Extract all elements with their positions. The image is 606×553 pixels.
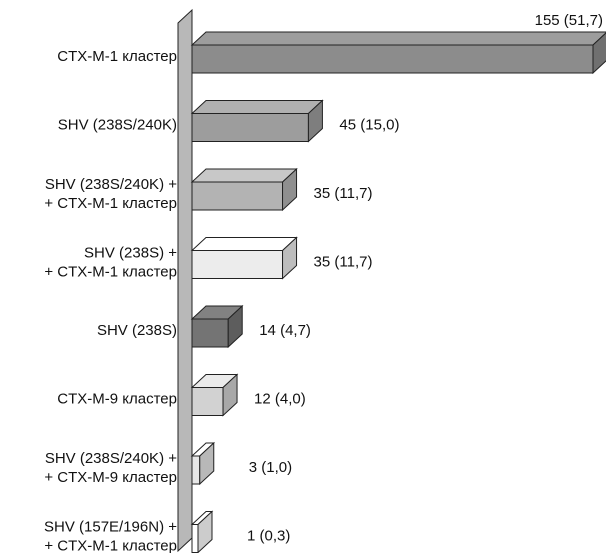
axis-wall-panel <box>177 8 193 553</box>
category-label-line: + CTX-M-1 кластер <box>44 538 177 553</box>
bar-3 <box>190 167 298 212</box>
category-label: SHV (238S/240K) + + CTX-M-1 кластер <box>44 176 177 212</box>
bar-2 <box>190 99 324 143</box>
category-label-line: SHV (238S/240K) <box>58 117 177 134</box>
bar-5 <box>190 304 244 349</box>
bar-front <box>191 524 199 553</box>
category-label: SHV (238S) + + CTX-M-1 кластер <box>44 245 177 281</box>
bar-7 <box>190 441 216 486</box>
bar-8 <box>190 510 214 553</box>
value-label: 3 (1,0) <box>249 459 292 476</box>
bar-top <box>190 100 324 114</box>
category-label-line: SHV (238S/240K) + <box>45 450 177 467</box>
bar-front <box>191 318 229 348</box>
bar-front <box>191 387 224 416</box>
bar-6 <box>190 373 239 417</box>
bar-front <box>191 181 284 211</box>
category-label-line: + CTX-M-1 кластер <box>44 195 177 212</box>
value-label: 1 (0,3) <box>247 528 290 545</box>
bar-side <box>282 167 298 212</box>
value-label: 45 (15,0) <box>339 117 399 134</box>
bar-side <box>592 32 606 75</box>
value-label: 35 (11,7) <box>314 185 373 202</box>
value-label: 155 (51,7) <box>535 12 603 29</box>
category-label: SHV (238S/240K) + + CTX-M-9 кластер <box>44 450 177 486</box>
axis-wall <box>177 8 193 553</box>
category-label-line: CTX-M-1 кластер <box>57 48 177 65</box>
category-label: CTX-M-1 кластер <box>57 48 177 65</box>
category-label-line: + CTX-M-9 кластер <box>44 469 177 486</box>
value-label: 35 (11,7) <box>314 254 373 271</box>
bar-side <box>222 373 238 417</box>
bar-front <box>191 455 201 485</box>
category-label: CTX-M-9 кластер <box>57 391 177 408</box>
bar-side <box>199 441 215 486</box>
bar-top <box>190 31 606 46</box>
value-label: 14 (4,7) <box>259 322 311 339</box>
category-labels: CTX-M-1 кластер SHV (238S/240K) SHV (238S/… <box>44 48 177 553</box>
bar-top <box>190 237 298 251</box>
bar-side <box>197 510 213 553</box>
bar-top <box>190 168 298 183</box>
bars <box>190 31 606 553</box>
category-label-line: CTX-M-9 кластер <box>57 391 177 408</box>
category-label-line: SHV (157E/196N) + <box>44 519 177 536</box>
category-label-line: + CTX-M-1 кластер <box>44 264 177 281</box>
value-labels: 155 (51,7) 45 (15,0) 35 (11,7) 35 (11,7) 14 … <box>247 12 603 545</box>
category-label: SHV (238S) <box>97 322 177 339</box>
bar-side <box>227 304 243 349</box>
bar-4 <box>190 236 298 280</box>
bar-side <box>282 236 298 280</box>
category-label-line: SHV (238S/240K) + <box>45 176 177 193</box>
bar-front <box>191 250 284 279</box>
category-label-line: SHV (238S) + <box>84 245 177 262</box>
category-label: SHV (238S/240K) <box>58 117 177 134</box>
category-label: SHV (157E/196N) + + CTX-M-1 кластер <box>44 519 177 553</box>
bar-front <box>191 44 594 74</box>
category-label-line: SHV (238S) <box>97 322 177 339</box>
bar-front <box>191 113 309 142</box>
value-label: 12 (4,0) <box>254 391 306 408</box>
bar-1 <box>190 31 606 75</box>
bar-side <box>307 99 323 143</box>
